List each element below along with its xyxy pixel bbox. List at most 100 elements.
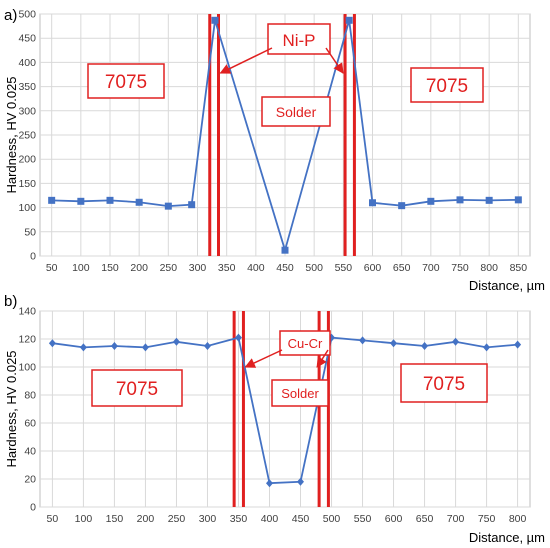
y-tick-label: 140 xyxy=(18,306,36,318)
x-tick-label: 600 xyxy=(385,513,403,525)
annotations: 7075 7075 Solder Cu-Cr xyxy=(91,330,488,407)
layer-arrow-right xyxy=(316,349,329,368)
x-axis-title: Distance, µm xyxy=(469,278,545,293)
y-tick-label: 100 xyxy=(18,362,36,374)
x-tick-label: 200 xyxy=(137,513,155,525)
x-tick-label: 350 xyxy=(218,262,236,274)
y-tick-label: 60 xyxy=(24,418,36,430)
layer-label: Ni-P xyxy=(267,23,331,55)
y-tick-label: 20 xyxy=(24,474,36,486)
region-label-middle: Solder xyxy=(271,379,329,407)
data-point xyxy=(48,339,56,348)
y-tick-label: 120 xyxy=(18,334,36,346)
region-label-middle-text: Solder xyxy=(276,104,317,120)
region-label-left: 7075 xyxy=(91,369,183,407)
y-tick-label: 80 xyxy=(24,390,36,402)
x-tick-label: 250 xyxy=(160,262,178,274)
x-tick-label: 600 xyxy=(364,262,382,274)
y-tick-label: 150 xyxy=(18,178,36,190)
data-point xyxy=(427,197,435,205)
x-tick-label: 400 xyxy=(261,513,279,525)
layer-arrow-left xyxy=(219,47,273,74)
data-series xyxy=(48,333,522,488)
y-tick-label: 300 xyxy=(18,105,36,117)
region-label-left-text: 7075 xyxy=(105,72,147,93)
chart-panel-b: b) 0 20 40 60 80 100 120 140 50 100 150 200 250 300 3… xyxy=(4,293,545,545)
y-tick-label: 200 xyxy=(18,154,36,166)
annotations: 7075 7075 Solder Ni-P xyxy=(87,23,484,127)
data-point xyxy=(398,202,406,210)
data-point xyxy=(369,199,376,207)
layer-label: Cu-Cr xyxy=(279,330,331,356)
data-series xyxy=(48,16,522,254)
y-axis-title: Hardness, HV 0.025 xyxy=(4,350,19,467)
data-point xyxy=(135,198,143,206)
region-label-middle-text: Solder xyxy=(281,386,319,401)
x-tick-label: 150 xyxy=(106,513,124,525)
x-tick-label: 750 xyxy=(478,513,496,525)
x-tick-label: 50 xyxy=(46,262,58,274)
data-point xyxy=(164,202,172,210)
data-point xyxy=(456,196,464,204)
y-axis-ticks: 0 50 100 150 200 250 300 350 400 450 500 xyxy=(18,9,36,263)
y-tick-label: 40 xyxy=(24,446,36,458)
y-tick-label: 450 xyxy=(18,33,36,45)
y-axis-title: Hardness, HV 0.025 xyxy=(4,76,19,193)
x-tick-label: 150 xyxy=(101,262,119,274)
region-label-right-text: 7075 xyxy=(426,76,468,97)
data-point xyxy=(265,479,273,488)
x-tick-label: 300 xyxy=(189,262,207,274)
data-point xyxy=(452,337,460,346)
y-tick-label: 250 xyxy=(18,130,36,142)
data-point xyxy=(79,343,87,352)
region-label-right: 7075 xyxy=(410,67,484,103)
data-point xyxy=(48,196,56,204)
layer-arrow-right xyxy=(325,47,344,74)
x-tick-label: 50 xyxy=(47,513,59,525)
data-point xyxy=(297,477,305,486)
layer-arrow-left xyxy=(244,349,283,368)
data-point xyxy=(514,196,522,204)
x-tick-label: 650 xyxy=(393,262,411,274)
data-point xyxy=(359,336,367,345)
data-point xyxy=(421,342,429,350)
region-label-left: 7075 xyxy=(87,63,165,99)
chart-panel-a: a) 0 50 100 150 200 250 300 350 400 450 500 50 100 1… xyxy=(4,7,545,293)
x-tick-label: 650 xyxy=(416,513,434,525)
x-tick-label: 500 xyxy=(323,513,341,525)
data-point xyxy=(483,343,491,352)
y-tick-label: 0 xyxy=(30,251,36,263)
x-tick-label: 350 xyxy=(230,513,248,525)
data-point xyxy=(345,16,353,24)
data-point xyxy=(77,197,85,205)
x-tick-label: 700 xyxy=(447,513,465,525)
y-tick-label: 100 xyxy=(18,202,36,214)
x-tick-label: 550 xyxy=(354,513,372,525)
y-tick-label: 400 xyxy=(18,57,36,69)
region-label-left-text: 7075 xyxy=(116,379,158,400)
y-tick-label: 500 xyxy=(18,9,36,21)
x-tick-label: 850 xyxy=(510,262,528,274)
panel-label: a) xyxy=(4,7,17,24)
x-tick-label: 200 xyxy=(130,262,148,274)
region-label-right-text: 7075 xyxy=(423,374,465,395)
x-axis-ticks: 50 100 150 200 250 300 350 400 450 500 550 600 650 70… xyxy=(46,262,527,274)
data-point xyxy=(390,339,398,348)
data-point xyxy=(188,201,196,209)
data-point xyxy=(141,343,149,352)
layer-label-text: Ni-P xyxy=(282,31,315,50)
x-axis-title: Distance, µm xyxy=(469,530,545,545)
x-tick-label: 400 xyxy=(247,262,265,274)
x-tick-label: 250 xyxy=(168,513,186,525)
y-tick-label: 0 xyxy=(30,502,36,514)
y-tick-label: 50 xyxy=(24,226,36,238)
region-label-middle: Solder xyxy=(261,96,331,127)
y-tick-label: 350 xyxy=(18,81,36,93)
data-point xyxy=(485,196,493,204)
x-tick-label: 450 xyxy=(276,262,294,274)
panel-label: b) xyxy=(4,293,17,310)
region-label-right: 7075 xyxy=(400,363,488,403)
data-point xyxy=(234,333,242,342)
x-tick-label: 100 xyxy=(75,513,93,525)
